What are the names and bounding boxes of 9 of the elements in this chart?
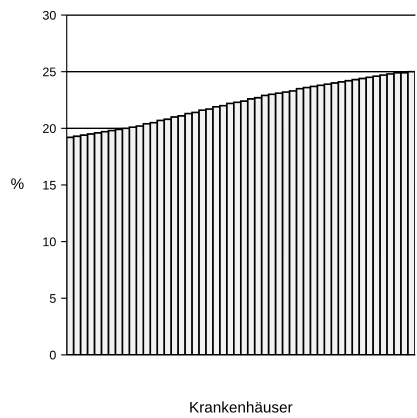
y-tick-label: 15 (43, 180, 56, 190)
x-axis-title: Krankenhäuser (190, 401, 292, 413)
y-tick-label: 0 (50, 350, 56, 360)
y-tick-label: 20 (43, 124, 56, 133)
y-tick-label: 5 (50, 294, 56, 303)
y-tick-label: 10 (43, 237, 56, 246)
y-tick-label: 30 (42, 10, 56, 20)
y-tick-label: 25 (43, 67, 56, 76)
y-axis-title: % (11, 178, 24, 190)
